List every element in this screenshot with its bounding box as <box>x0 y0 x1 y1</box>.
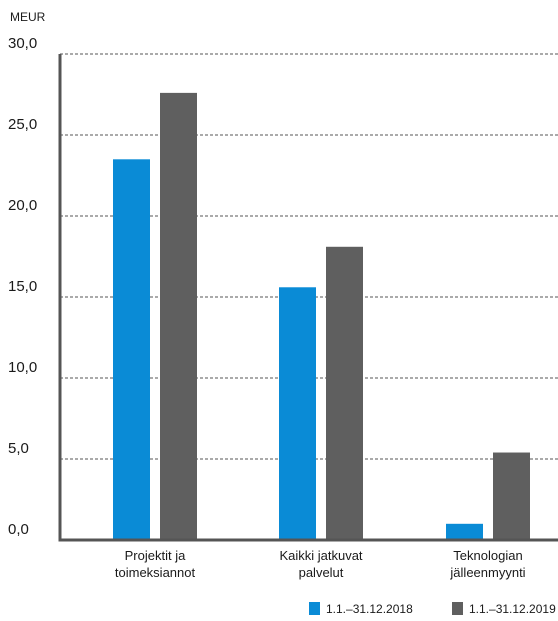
y-tick-label: 0,0 <box>8 521 29 538</box>
y-tick-label: 20,0 <box>8 197 37 214</box>
bar-2-1 <box>160 92 197 539</box>
x-tick-label: Kaikki jatkuvat palvelut <box>279 548 362 580</box>
x-tick-labels: Projektit ja toimeksiannot Kaikki jatkuvat… <box>115 548 526 580</box>
legend: 1.1.–31.12.2018 1.1.–31.12.2019 <box>309 602 556 616</box>
y-tick-label: 5,0 <box>8 440 29 457</box>
legend-swatch <box>452 602 463 615</box>
chart-axes <box>58 54 558 542</box>
bar-2-3 <box>493 452 530 539</box>
legend-label: 1.1.–31.12.2019 <box>469 602 556 616</box>
bar-1-1 <box>113 159 150 540</box>
legend-label: 1.1.–31.12.2018 <box>326 602 413 616</box>
y-tick-label: 10,0 <box>8 359 37 376</box>
bar-1-3 <box>446 523 483 539</box>
y-tick-label: 30,0 <box>8 35 37 52</box>
x-tick-label: Projektit ja toimeksiannot <box>115 548 196 580</box>
bar-2-2 <box>326 246 363 539</box>
bar-1-2 <box>279 287 316 539</box>
y-tick-label: 25,0 <box>8 116 37 133</box>
y-unit-label: MEUR <box>10 10 46 24</box>
x-tick-label: Teknologian jälleenmyynti <box>449 548 525 580</box>
legend-swatch <box>309 602 320 615</box>
y-tick-labels: 0,0 5,0 10,0 15,0 20,0 25,0 30,0 <box>8 35 37 538</box>
bars <box>113 92 530 540</box>
y-tick-label: 15,0 <box>8 278 37 295</box>
